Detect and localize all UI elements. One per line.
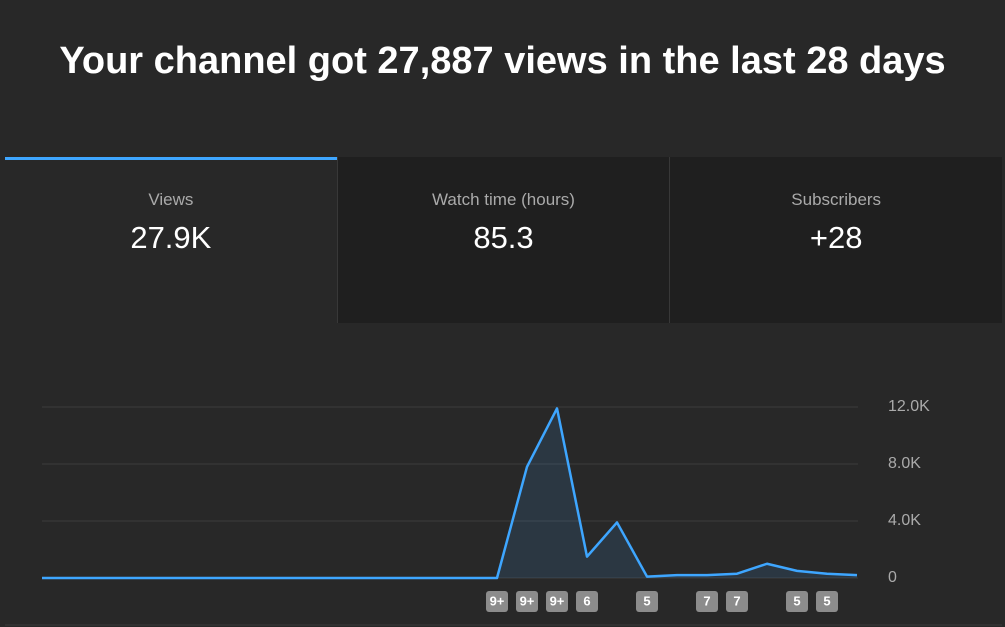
marker-badge (816, 591, 838, 612)
y-tick-label: 4.0K (888, 512, 921, 529)
marker-label: 9+ (550, 593, 565, 608)
tab-label: Views (148, 190, 194, 209)
y-tick-label: 8.0K (888, 455, 921, 472)
video-marker[interactable]: 6 (576, 591, 598, 612)
marker-label: 9+ (520, 593, 535, 608)
tab-value: +28 (809, 220, 863, 255)
marker-badge (726, 591, 748, 612)
marker-badge (546, 591, 568, 612)
marker-badge (576, 591, 598, 612)
tab[interactable]: Watch time (hours) 85.3 (336, 157, 670, 323)
area-fill (42, 408, 857, 578)
tab-label: Subscribers (791, 190, 882, 209)
video-marker[interactable]: 5 (786, 591, 808, 612)
marker-label: 9+ (490, 593, 505, 608)
video-marker[interactable]: 5 (636, 591, 658, 612)
marker-badge (516, 591, 538, 612)
marker-badge (696, 591, 718, 612)
tab[interactable]: Subscribers +28 (669, 157, 1003, 323)
video-marker[interactable]: 5 (816, 591, 838, 612)
marker-label: 5 (793, 593, 800, 608)
tab-label: Watch time (hours) (432, 190, 575, 209)
video-marker[interactable]: 9+ (486, 591, 508, 612)
tab-value: 85.3 (473, 220, 534, 255)
tab-value: 27.9K (130, 220, 212, 255)
line (42, 407, 858, 580)
marker-label: 7 (733, 593, 740, 608)
y-tick-label: 12.0K (888, 398, 930, 415)
marker-label: 6 (583, 593, 590, 608)
page-title: Your channel got 27,887 views in the las… (59, 40, 946, 82)
marker-label: 5 (643, 593, 650, 608)
video-marker[interactable]: 9+ (546, 591, 568, 612)
marker-label: 5 (823, 593, 830, 608)
video-marker[interactable]: 7 (726, 591, 748, 612)
y-tick-label: 0 (888, 569, 897, 586)
marker-badge (486, 591, 508, 612)
marker-badge (786, 591, 808, 612)
video-marker[interactable]: 7 (696, 591, 718, 612)
marker-badge (636, 591, 658, 612)
tab[interactable]: Views 27.9K (5, 157, 337, 323)
metric-tabs: Views 27.9K Watch time (hours) 85.3 Subscr… (5, 157, 1003, 323)
marker-label: 7 (703, 593, 710, 608)
video-marker[interactable]: 9+ (516, 591, 538, 612)
